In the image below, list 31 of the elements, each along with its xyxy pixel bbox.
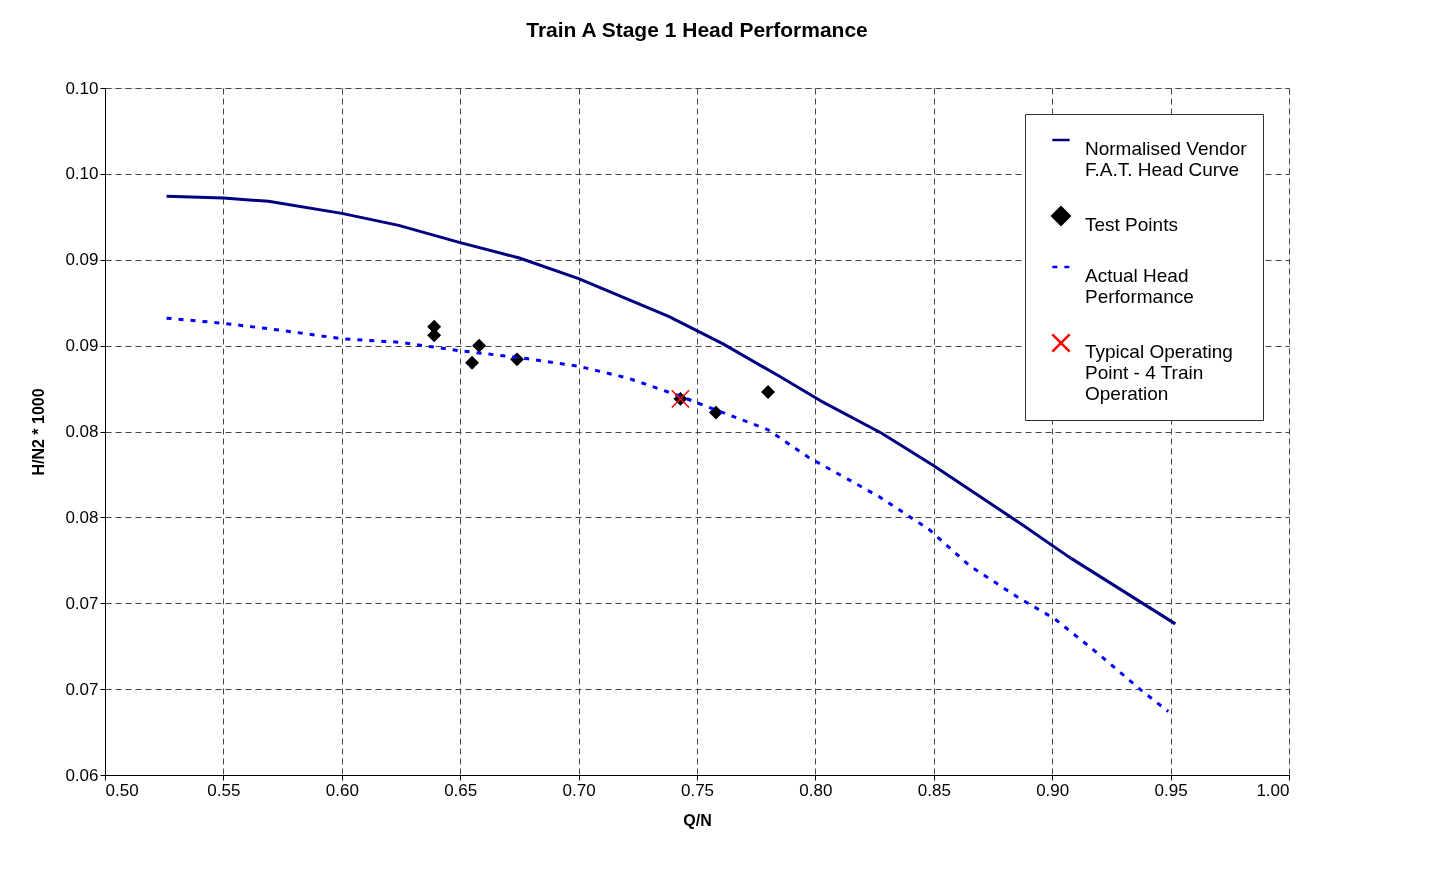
x-tick-label: 0.95	[1154, 780, 1188, 800]
y-tick-label: 0.08	[65, 422, 99, 441]
x-tick-label: 0.85	[917, 780, 951, 800]
x-tick-label: 0.70	[562, 780, 596, 800]
y-axis-title: H/N2 * 1000	[30, 388, 48, 476]
y-tick-label: 0.10	[65, 78, 99, 98]
y-tick-label: 0.10	[65, 164, 99, 184]
y-tick-label: 0.08	[65, 507, 99, 527]
x-tick-label: 0.80	[799, 780, 833, 800]
y-tick-label: 0.09	[65, 336, 99, 356]
legend-label: Typical Operating Point - 4 Train Operation	[1085, 341, 1233, 404]
point	[472, 338, 486, 353]
point	[465, 356, 479, 370]
x-tick-label: 0.90	[1036, 780, 1070, 800]
y-tick-label: 0.07	[65, 593, 99, 613]
x-tick-label: 0.75	[680, 780, 715, 800]
legend-label: Actual Head Performance	[1085, 265, 1194, 307]
x-tick-label: 1.00	[1256, 780, 1290, 800]
point	[709, 405, 723, 420]
y-tick-label: 0.06	[65, 765, 99, 785]
chart-title: Train A Stage 1 Head Performance	[526, 18, 868, 41]
x-tick-label: 0.60	[325, 780, 359, 800]
legend-label: Test Points	[1085, 214, 1178, 235]
x-tick-label: 0.55	[207, 780, 241, 800]
y-tick-label: 0.09	[65, 250, 99, 270]
y-tick-label: 0.07	[65, 679, 99, 699]
x-tick-label: 0.50	[105, 780, 139, 800]
x-axis-title: Q/N	[683, 811, 712, 829]
legend-label: Normalised Vendor F.A.T. Head Curve	[1085, 138, 1248, 180]
point	[761, 385, 775, 399]
x-tick-label: 0.65	[444, 780, 478, 800]
